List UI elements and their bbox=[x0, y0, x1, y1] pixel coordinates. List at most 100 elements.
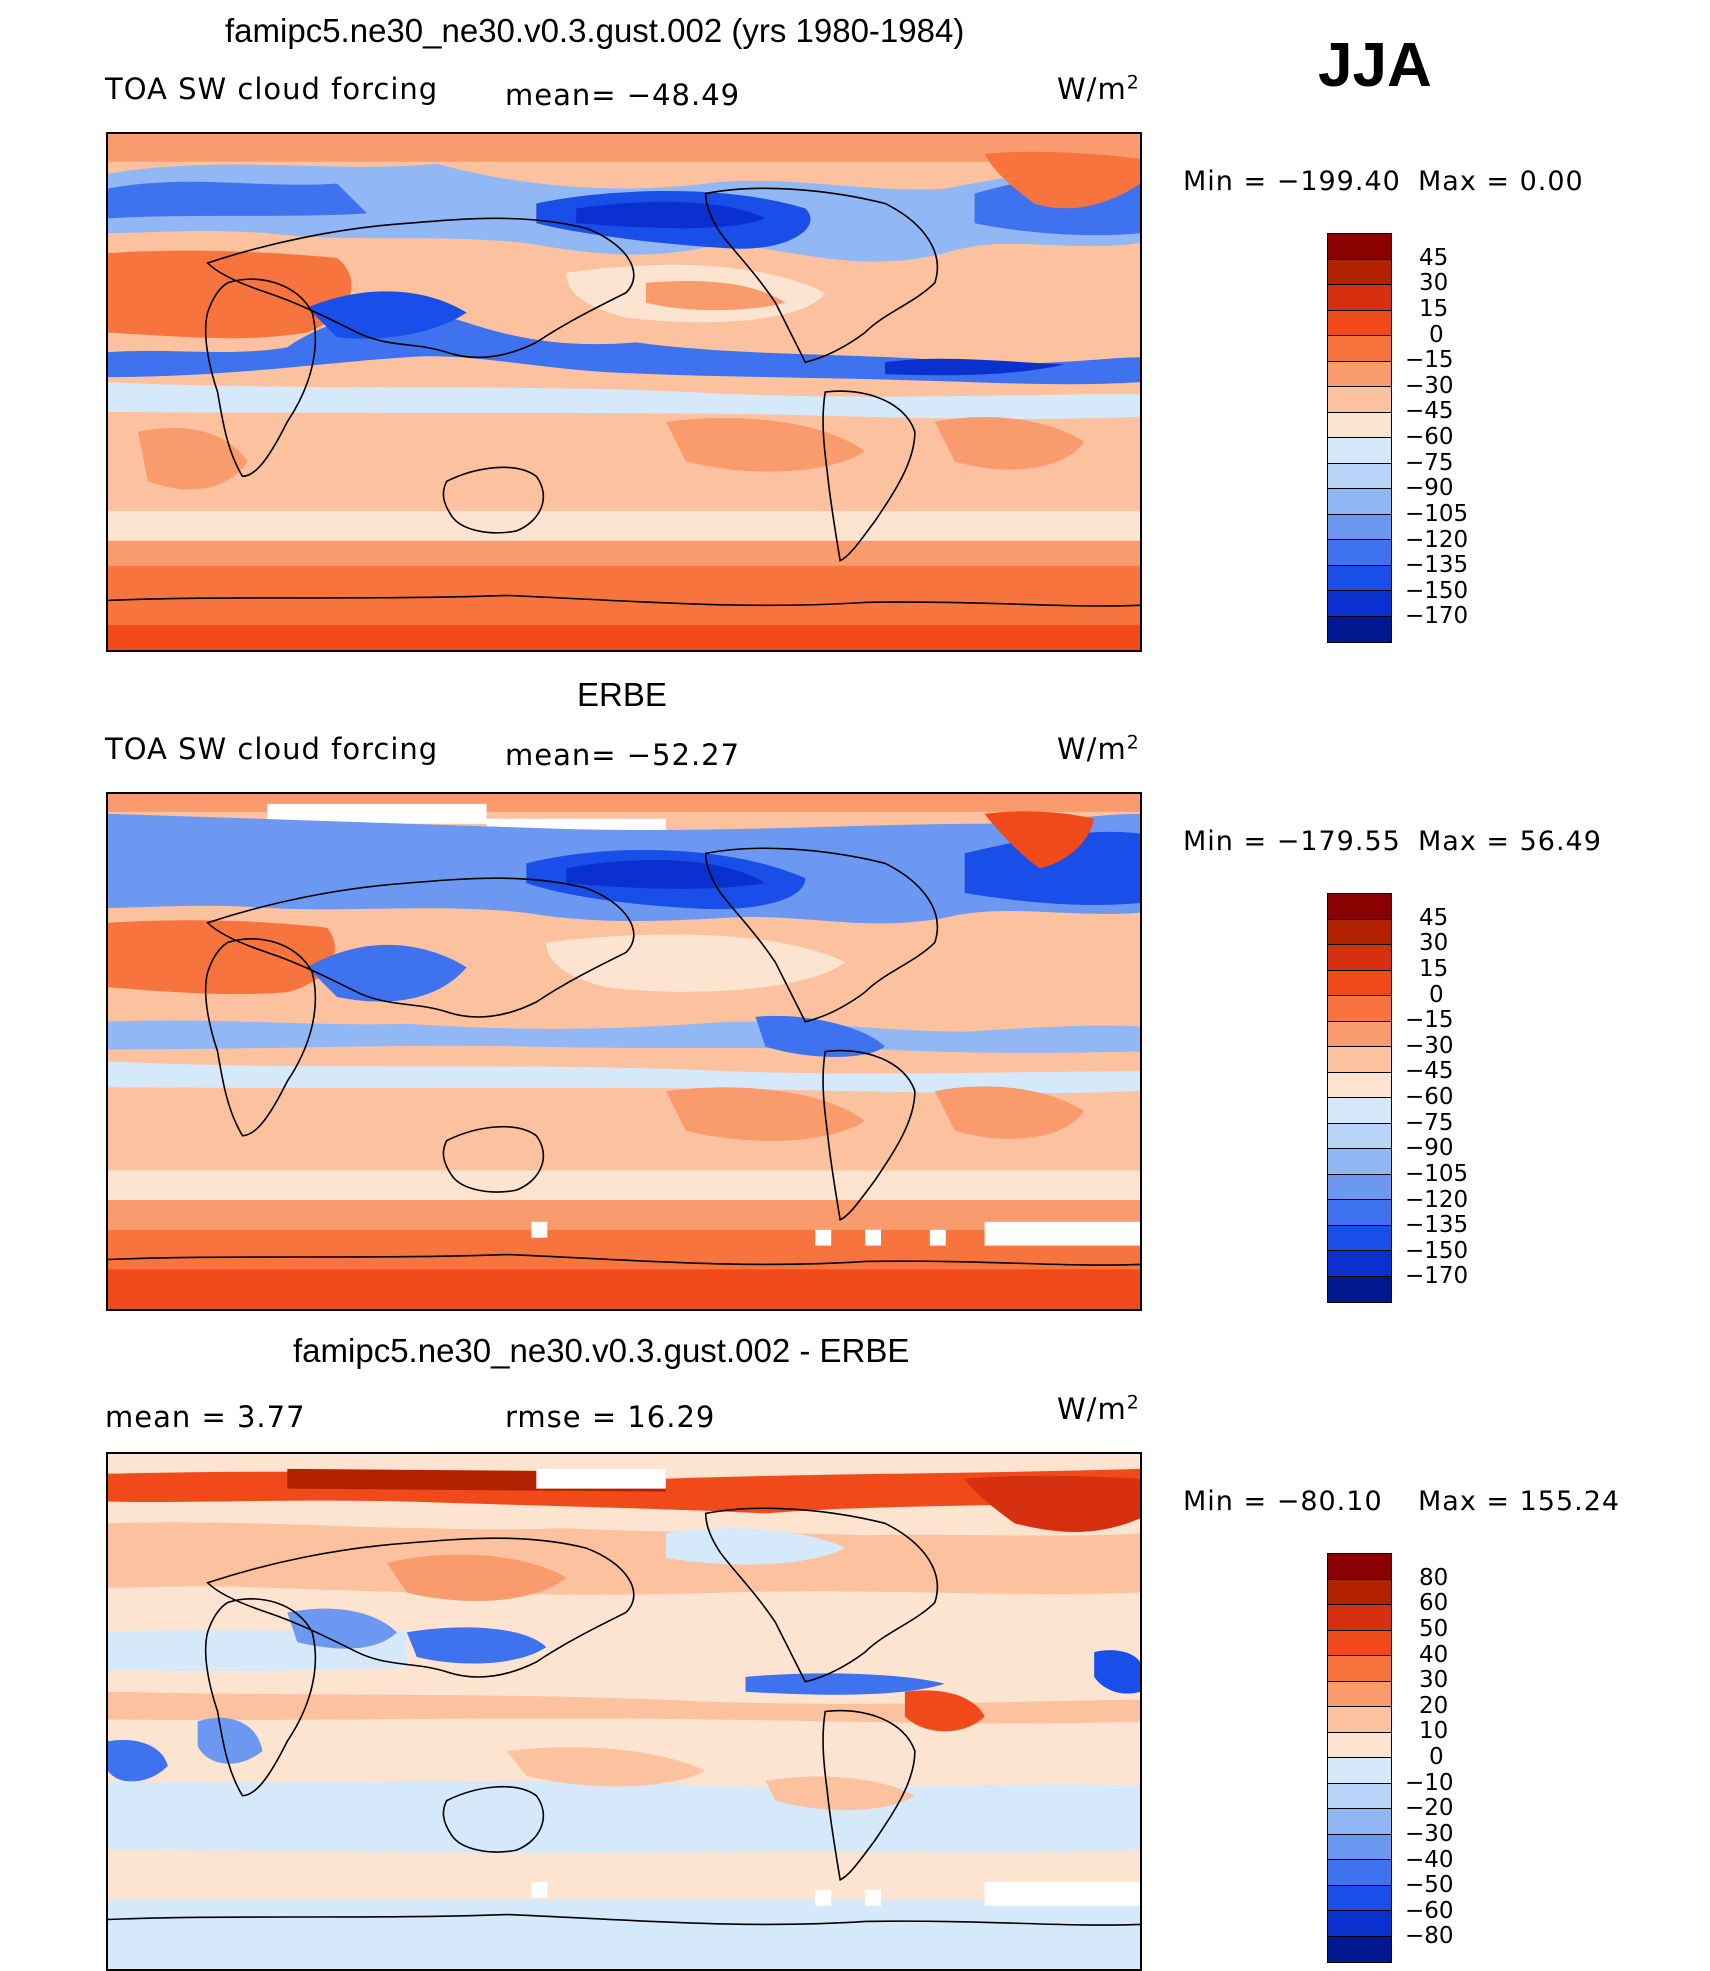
colorbar-tick-label: 15 bbox=[1419, 955, 1449, 982]
coastline bbox=[108, 1253, 1140, 1266]
panel3-colorbar-labels: 80 60 50 40 30 20 10 0 −10 −20 −30 −40 −50 −60 −80 bbox=[1405, 1553, 1525, 1963]
colorbar-swatch bbox=[1328, 1021, 1391, 1047]
panel3-units: W/m2 bbox=[1057, 1392, 1140, 1426]
panel1-colorbar bbox=[1327, 233, 1392, 643]
panel2-min-label: Min = −179.55 bbox=[1183, 826, 1401, 857]
colorbar-swatch bbox=[1328, 1681, 1391, 1707]
colorbar-swatch bbox=[1328, 919, 1391, 945]
coastline bbox=[108, 1913, 1140, 1926]
colorbar-swatch bbox=[1328, 361, 1391, 387]
colorbar-tick-label: −40 bbox=[1405, 1846, 1454, 1873]
panel2-mean-label: mean= −52.27 bbox=[505, 738, 741, 772]
coastline bbox=[704, 847, 939, 1023]
colorbar-tick-label: 50 bbox=[1419, 1615, 1449, 1642]
colorbar-tick-label: −60 bbox=[1405, 1084, 1454, 1110]
colorbar-tick-label: −120 bbox=[1405, 526, 1469, 553]
colorbar-tick-label: −170 bbox=[1405, 1263, 1469, 1290]
panel2-colorbar bbox=[1327, 893, 1392, 1303]
colorbar-swatch bbox=[1328, 412, 1391, 438]
colorbar-swatch bbox=[1328, 945, 1391, 971]
coastline bbox=[442, 466, 545, 534]
panel2-map bbox=[106, 792, 1142, 1311]
colorbar-swatch bbox=[1328, 310, 1391, 336]
panel1-min-label: Min = −199.40 bbox=[1183, 166, 1401, 197]
colorbar-swatch bbox=[1328, 1251, 1391, 1277]
panel2-units: W/m2 bbox=[1057, 732, 1140, 766]
colorbar-tick-label: 40 bbox=[1419, 1641, 1449, 1668]
colorbar-tick-label: −75 bbox=[1405, 1109, 1454, 1136]
colorbar-tick-label: −45 bbox=[1405, 1058, 1454, 1085]
colorbar-tick-label: 15 bbox=[1419, 295, 1449, 322]
coastline bbox=[204, 278, 317, 478]
colorbar-swatch bbox=[1328, 1732, 1391, 1758]
colorbar-tick-label: −80 bbox=[1405, 1923, 1454, 1950]
colorbar-swatch bbox=[1328, 1783, 1391, 1809]
colorbar-tick-label: 0 bbox=[1429, 981, 1444, 1008]
panel1-units: W/m2 bbox=[1057, 72, 1140, 106]
coastline bbox=[204, 938, 317, 1137]
colorbar-swatch bbox=[1328, 540, 1391, 566]
colorbar-swatch bbox=[1328, 1098, 1391, 1124]
panel1-map bbox=[106, 132, 1142, 652]
colorbar-tick-label: 30 bbox=[1419, 1667, 1449, 1694]
panel1-mean-label: mean= −48.49 bbox=[505, 78, 741, 112]
colorbar-tick-label: −135 bbox=[1405, 552, 1469, 579]
colorbar-swatch bbox=[1328, 1276, 1391, 1302]
colorbar-tick-label: −90 bbox=[1405, 1135, 1454, 1162]
colorbar-swatch bbox=[1328, 489, 1391, 515]
colorbar-tick-label: −30 bbox=[1405, 372, 1454, 399]
panel1-max-label: Max = 0.00 bbox=[1418, 166, 1584, 197]
colorbar-tick-label: −15 bbox=[1405, 1007, 1454, 1034]
colorbar-tick-label: −60 bbox=[1405, 424, 1454, 450]
colorbar-swatch bbox=[1328, 259, 1391, 285]
coastline bbox=[704, 187, 939, 364]
colorbar-swatch bbox=[1328, 514, 1391, 540]
colorbar-swatch bbox=[1328, 1072, 1391, 1098]
colorbar-swatch bbox=[1328, 616, 1391, 642]
colorbar-swatch bbox=[1328, 996, 1391, 1022]
colorbar-tick-label: −60 bbox=[1405, 1897, 1454, 1924]
colorbar-tick-label: −45 bbox=[1405, 398, 1454, 425]
coastline bbox=[204, 1598, 317, 1797]
colorbar-tick-label: −150 bbox=[1405, 577, 1469, 604]
colorbar-swatch bbox=[1328, 1047, 1391, 1073]
colorbar-swatch bbox=[1328, 894, 1391, 920]
colorbar-swatch bbox=[1328, 1860, 1391, 1886]
colorbar-tick-label: −90 bbox=[1405, 475, 1454, 502]
colorbar-swatch bbox=[1328, 336, 1391, 362]
colorbar-tick-label: 10 bbox=[1419, 1718, 1449, 1745]
colorbar-tick-label: −75 bbox=[1405, 449, 1454, 476]
colorbar-tick-label: 60 bbox=[1419, 1590, 1449, 1617]
colorbar-swatch bbox=[1328, 1174, 1391, 1200]
coastline bbox=[442, 1125, 545, 1193]
colorbar-swatch bbox=[1328, 1579, 1391, 1605]
colorbar-tick-label: −30 bbox=[1405, 1820, 1454, 1847]
panel3-colorbar bbox=[1327, 1553, 1392, 1963]
coastline bbox=[442, 1785, 545, 1853]
colorbar-tick-label: 45 bbox=[1419, 904, 1449, 931]
colorbar-tick-label: 80 bbox=[1419, 1564, 1449, 1591]
panel1-colorbar-labels: 45 30 15 0 −15 −30 −45 −60 −75 −90 −105 −120 −135 −15… bbox=[1405, 233, 1525, 643]
coastline bbox=[206, 217, 635, 359]
panel3-map bbox=[106, 1452, 1142, 1971]
colorbar-swatch bbox=[1328, 387, 1391, 413]
colorbar-swatch bbox=[1328, 1885, 1391, 1911]
coastline bbox=[822, 1709, 916, 1882]
colorbar-swatch bbox=[1328, 463, 1391, 489]
coastline bbox=[822, 1049, 916, 1222]
colorbar-swatch bbox=[1328, 234, 1391, 260]
colorbar-swatch bbox=[1328, 1758, 1391, 1784]
colorbar-tick-label: −150 bbox=[1405, 1237, 1469, 1264]
colorbar-swatch bbox=[1328, 438, 1391, 464]
panel3-max-label: Max = 155.24 bbox=[1418, 1486, 1621, 1517]
panel3-mean-label: mean = 3.77 bbox=[105, 1400, 306, 1434]
colorbar-tick-label: −170 bbox=[1405, 603, 1469, 630]
coastline bbox=[206, 1537, 635, 1678]
panel1-title: famipc5.ne30_ne30.v0.3.gust.002 (yrs 198… bbox=[225, 12, 965, 49]
colorbar-tick-label: −50 bbox=[1405, 1872, 1454, 1899]
colorbar-swatch bbox=[1328, 285, 1391, 311]
panel2-max-label: Max = 56.49 bbox=[1418, 826, 1602, 857]
colorbar-swatch bbox=[1328, 970, 1391, 996]
colorbar-swatch bbox=[1328, 1149, 1391, 1175]
colorbar-swatch bbox=[1328, 1605, 1391, 1631]
